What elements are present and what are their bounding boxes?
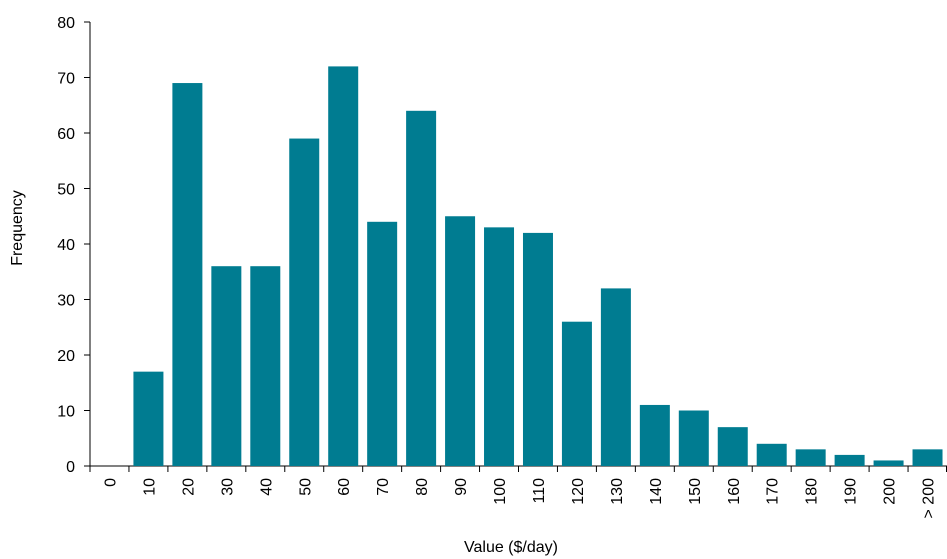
bar-190 bbox=[834, 454, 865, 466]
bar-60 bbox=[328, 66, 359, 467]
y-tick-label: 60 bbox=[57, 126, 75, 143]
y-axis-title: Frequency bbox=[9, 190, 26, 266]
bar-30 bbox=[211, 266, 242, 466]
bar-150 bbox=[678, 410, 709, 466]
bar-70 bbox=[367, 221, 398, 466]
x-tick-label: 40 bbox=[258, 478, 275, 496]
y-axis: 0 10 20 30 40 50 60 70 80 bbox=[57, 15, 91, 476]
bar-40 bbox=[250, 266, 281, 466]
x-axis: 0 10 20 30 40 50 60 70 80 90 100 110 120 130 140 150 160… bbox=[89, 465, 947, 519]
bar-180 bbox=[795, 449, 826, 466]
y-tick-label: 50 bbox=[57, 182, 75, 199]
y-tick-label: 80 bbox=[57, 15, 75, 32]
x-tick-label: 70 bbox=[375, 478, 392, 496]
bars bbox=[133, 66, 943, 467]
x-tick-label: 110 bbox=[531, 478, 548, 504]
x-tick-label: 120 bbox=[570, 478, 587, 505]
x-tick-label: 150 bbox=[687, 478, 704, 505]
x-tick-label: 140 bbox=[648, 478, 665, 505]
bar-170 bbox=[756, 443, 787, 466]
x-tick-label: 200 bbox=[882, 478, 899, 505]
x-tick-label: 0 bbox=[102, 478, 119, 487]
x-tick-label: 160 bbox=[726, 478, 743, 505]
x-tick-label: 50 bbox=[297, 478, 314, 496]
y-tick-label: 0 bbox=[66, 459, 75, 476]
x-tick-label: 10 bbox=[141, 478, 158, 496]
x-tick-label: 60 bbox=[336, 478, 353, 496]
bar-160 bbox=[717, 427, 748, 466]
y-tick-label: 20 bbox=[57, 348, 75, 365]
x-tick-label: 20 bbox=[180, 478, 197, 496]
bar-80 bbox=[406, 110, 437, 467]
bar-200 bbox=[873, 460, 904, 466]
y-tick-label: 30 bbox=[57, 293, 75, 310]
x-tick-label: > 200 bbox=[921, 478, 938, 519]
x-tick-label: 170 bbox=[765, 478, 782, 505]
bar-140 bbox=[639, 404, 670, 466]
x-tick-label: 90 bbox=[453, 478, 470, 496]
bar-130 bbox=[600, 288, 631, 466]
bar-100 bbox=[484, 227, 515, 466]
x-tick-label: 130 bbox=[609, 478, 626, 505]
x-tick-label: 100 bbox=[492, 478, 509, 505]
bar-90 bbox=[445, 216, 476, 466]
x-axis-title: Value ($/day) bbox=[464, 539, 558, 556]
bar-10 bbox=[133, 371, 164, 466]
y-tick-label: 10 bbox=[57, 404, 75, 421]
bar-50 bbox=[289, 138, 320, 467]
bar-120 bbox=[561, 321, 592, 466]
x-tick-label: 30 bbox=[219, 478, 236, 496]
bar-110 bbox=[522, 232, 553, 466]
x-tick-label: 180 bbox=[804, 478, 821, 505]
bar-200 bbox=[912, 449, 943, 466]
x-tick-label: 190 bbox=[843, 478, 860, 505]
y-tick-label: 40 bbox=[57, 237, 75, 254]
x-tick-label: 80 bbox=[414, 478, 431, 496]
y-tick-label: 70 bbox=[57, 71, 75, 88]
bar-20 bbox=[172, 83, 203, 467]
